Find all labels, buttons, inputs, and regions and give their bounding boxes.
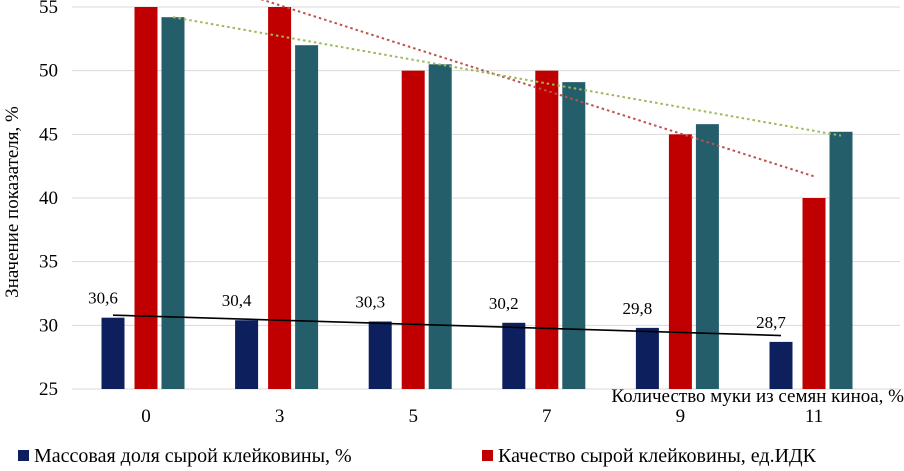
legend-item-gluten-mass: Массовая доля сырой клейковины, % — [18, 445, 352, 468]
y-tick-label: 35 — [39, 252, 58, 273]
y-tick-label: 25 — [39, 379, 58, 400]
bar-series-3 — [161, 17, 185, 389]
y-tick-label: 45 — [39, 124, 58, 145]
bar-series-1 — [769, 341, 793, 389]
bar-series-3 — [695, 124, 719, 389]
data-label: 30,4 — [222, 291, 252, 310]
bar-series-2 — [668, 134, 692, 389]
data-label: 30,3 — [355, 293, 385, 312]
bar-series-2 — [268, 7, 292, 389]
y-axis-title: Значение показателя, % — [2, 106, 23, 298]
bar-series-2 — [134, 7, 158, 389]
trendline-series-2 — [260, 0, 815, 178]
bar-series-3 — [295, 45, 319, 389]
data-label: 30,6 — [88, 289, 118, 308]
bars — [101, 7, 853, 390]
bar-series-2 — [535, 70, 559, 390]
x-tick-label: 9 — [676, 406, 686, 427]
x-tick-label: 0 — [141, 406, 151, 427]
data-labels: 30,6 30,4 30,3 30,2 29,8 28,7 — [88, 289, 786, 332]
data-label: 29,8 — [623, 299, 653, 318]
bar-series-1 — [235, 320, 259, 389]
legend-item-gluten-quality: Качество сырой клейковины, ед.ИДК — [482, 445, 816, 468]
x-axis-title: Количество муки из семян киноа, % — [611, 386, 904, 407]
trendlines — [112, 0, 842, 337]
legend-swatch-gluten-mass — [18, 450, 29, 461]
bar-series-1 — [635, 327, 659, 389]
legend-label-gluten-quality: Качество сырой клейковины, ед.ИДК — [498, 445, 817, 467]
bar-series-3 — [562, 82, 586, 390]
x-tick-label: 3 — [275, 406, 285, 427]
trendline-series-1 — [112, 314, 782, 337]
y-tick-label: 40 — [39, 188, 58, 209]
bar-series-3 — [428, 64, 452, 390]
bar-series-2 — [401, 70, 425, 390]
data-label: 28,7 — [756, 313, 786, 332]
data-label: 30,2 — [489, 294, 519, 313]
bar-series-3 — [829, 131, 853, 389]
bar-series-1 — [502, 322, 526, 389]
y-tick-label: 30 — [39, 315, 58, 336]
legend-label-gluten-mass: Массовая доля сырой клейковины, % — [34, 445, 352, 467]
x-tick-label: 5 — [408, 406, 418, 427]
bar-series-2 — [802, 198, 826, 389]
legend: Массовая доля сырой клейковины, % Качест… — [0, 445, 904, 471]
gridlines — [72, 6, 900, 390]
x-tick-label: 11 — [805, 406, 823, 427]
y-tick-label: 50 — [39, 61, 58, 82]
legend-swatch-gluten-quality — [482, 450, 493, 461]
y-tick-label: 55 — [39, 0, 58, 18]
bar-series-1 — [368, 321, 392, 389]
x-tick-label: 7 — [542, 406, 552, 427]
bar-series-1 — [101, 317, 125, 389]
y-axis-ticks: 25 30 35 40 45 50 55 — [39, 0, 58, 400]
x-axis-ticks: 0 3 5 7 9 11 — [141, 406, 823, 427]
